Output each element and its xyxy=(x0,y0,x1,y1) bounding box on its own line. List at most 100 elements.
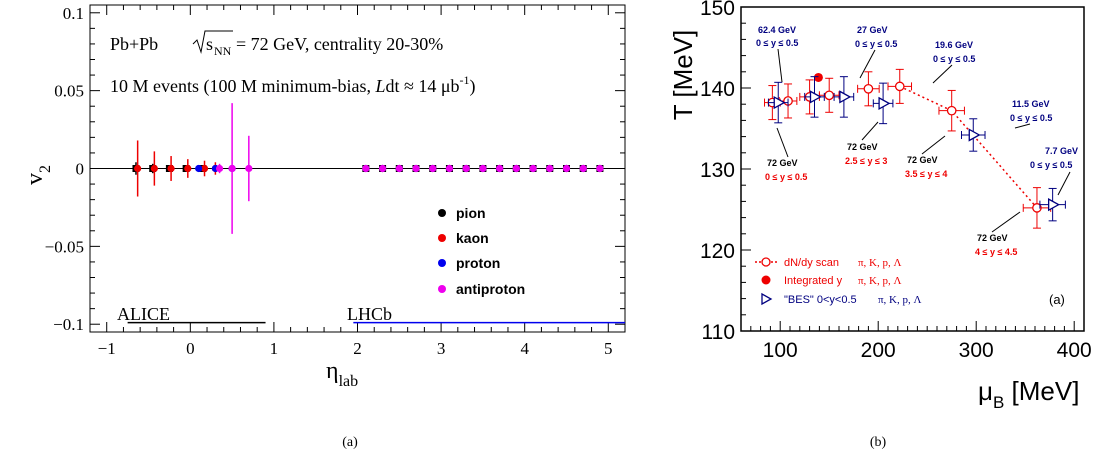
right-y-tick-label: 130 xyxy=(700,159,735,182)
left-annotation-line1-rest: = 72 GeV, centrality 20-30% xyxy=(236,34,443,54)
legend-proton-marker xyxy=(438,259,446,267)
legend-bes-particles: π, K, p, Λ xyxy=(878,294,921,306)
left-x-tick-label: 1 xyxy=(270,339,279,358)
left-annotation-line1: Pb+Pb xyxy=(110,34,158,54)
point-dndy-scan xyxy=(894,81,905,92)
point-dndy-scan xyxy=(863,83,874,94)
point-kaon xyxy=(134,164,142,173)
right-panel-tag: (a) xyxy=(1049,292,1065,307)
pointer-72gev-c xyxy=(921,135,946,155)
pointer-72gev-a xyxy=(776,127,789,158)
label-11gev-range: 0 ≤ y ≤ 0.5 xyxy=(1010,113,1052,123)
left-data-points xyxy=(132,103,604,234)
legend-dndy-particles: π, K, p, Λ xyxy=(858,257,901,269)
pointer-72gev-d xyxy=(991,211,1021,233)
point-kaon xyxy=(184,164,192,173)
pointer-72gev-b xyxy=(861,121,879,141)
label-27gev-range: 0 ≤ y ≤ 0.5 xyxy=(855,39,897,49)
point-antiproton xyxy=(596,164,604,173)
point-bes xyxy=(839,90,852,104)
right-axis-ticks: 100 200 300 400 110 120 130 140 150 xyxy=(700,0,1092,362)
point-antiproton xyxy=(479,164,487,173)
legend-pion-marker xyxy=(438,209,446,217)
legend-antiproton-label: antiproton xyxy=(456,281,525,297)
left-annotation-line2: 10 M events (100 M minimum-bias, Ldt ≈ 1… xyxy=(110,73,476,97)
pointer-62gev xyxy=(777,48,783,83)
legend-kaon-marker xyxy=(438,234,446,242)
point-dndy-scan xyxy=(1032,203,1042,213)
right-x-axis-title: μB [MeV] xyxy=(978,376,1079,412)
point-bes xyxy=(1047,198,1060,212)
left-x-tick-label: 5 xyxy=(604,339,613,358)
point-kaon xyxy=(167,164,175,173)
point-bes xyxy=(809,90,822,104)
legend-kaon-label: kaon xyxy=(456,230,489,246)
right-x-tick-label: 200 xyxy=(861,339,896,362)
point-kaon xyxy=(150,164,158,173)
point-dndy-scan xyxy=(824,90,835,101)
right-x-tick-label: 400 xyxy=(1057,339,1092,362)
left-x-tick-label: 0 xyxy=(186,339,195,358)
point-bes xyxy=(878,96,891,110)
legend-antiproton-marker xyxy=(438,285,446,293)
point-antiproton xyxy=(529,164,537,173)
point-antiproton xyxy=(562,164,571,173)
label-72gev-b-energy: 72 GeV xyxy=(847,142,878,152)
right-legend: dN/dy scan π, K, p, Λ Integrated y π, K,… xyxy=(755,257,921,306)
label-7gev-range: 0 ≤ y ≤ 0.5 xyxy=(1030,160,1072,170)
label-72gev-a-range: 0 ≤ y ≤ 0.5 xyxy=(765,172,807,182)
point-antiproton xyxy=(579,164,587,173)
right-y-tick-label: 150 xyxy=(700,0,735,20)
label-62gev-energy: 62.4 GeV xyxy=(758,25,796,35)
left-y-tick-label: 0 xyxy=(76,160,85,179)
point-antiproton xyxy=(412,164,420,173)
label-72gev-c-energy: 72 GeV xyxy=(907,155,938,165)
legend-integrated-marker xyxy=(761,275,771,285)
point-antiproton xyxy=(245,164,253,173)
left-y-tick-label: 0.1 xyxy=(63,4,84,23)
left-x-tick-label: −1 xyxy=(98,339,116,358)
pointer-7gev xyxy=(1057,171,1071,196)
left-x-axis-title: ηlab xyxy=(326,358,358,390)
point-bes xyxy=(773,95,786,110)
point-antiproton xyxy=(429,164,437,173)
point-proton xyxy=(195,164,203,173)
point-kaon xyxy=(200,164,209,173)
legend-proton-label: proton xyxy=(456,255,500,271)
point-antiproton xyxy=(445,164,454,173)
point-antiproton xyxy=(228,164,236,173)
left-legend: pion kaon proton antiproton xyxy=(438,205,525,297)
left-annotation-nn: NN xyxy=(214,44,232,58)
left-x-tick-label: 3 xyxy=(437,339,446,358)
legend-integrated-particles: π, K, p, Λ xyxy=(858,275,901,287)
svg-text:v2: v2 xyxy=(22,165,54,185)
left-axis-ticks: −1 0 1 2 3 4 5 −0.1 −0.05 0 0.05 0.1 xyxy=(45,4,626,358)
left-y-tick-label: −0.05 xyxy=(45,237,84,256)
left-x-tick-label: 4 xyxy=(520,339,529,358)
right-data-points xyxy=(764,68,1066,229)
legend-dndy-marker xyxy=(761,257,771,267)
right-y-tick-label: 110 xyxy=(702,321,735,344)
label-72gev-c-range: 3.5 ≤ y ≤ 4 xyxy=(905,169,947,179)
left-annotation-s: s xyxy=(206,34,213,54)
label-27gev-energy: 27 GeV xyxy=(857,25,888,35)
left-y-axis-title: v2 xyxy=(22,165,54,185)
point-dndy-scan xyxy=(946,105,957,116)
label-62gev-range: 0 ≤ y ≤ 0.5 xyxy=(756,38,798,48)
point-antiproton xyxy=(395,164,403,173)
legend-dndy-label: dN/dy scan xyxy=(784,257,839,269)
left-panel-caption: (a) xyxy=(342,435,358,450)
point-antiproton xyxy=(378,164,387,173)
left-annotation-sqrt: s NN xyxy=(192,30,233,58)
right-panel-caption: (b) xyxy=(870,435,887,450)
right-point-labels: 62.4 GeV 0 ≤ y ≤ 0.5 27 GeV 0 ≤ y ≤ 0.5 … xyxy=(756,25,1078,257)
pointer-19gev xyxy=(932,64,953,84)
legend-pion-label: pion xyxy=(456,205,486,221)
point-antiproton xyxy=(512,164,520,173)
right-y-axis-title: T [MeV] xyxy=(668,30,698,121)
legend-bes-label: "BES" 0<y<0.5 xyxy=(784,294,857,306)
point-antiproton xyxy=(546,164,554,173)
point-antiproton xyxy=(496,164,504,173)
label-7gev-energy: 7.7 GeV xyxy=(1045,146,1078,156)
